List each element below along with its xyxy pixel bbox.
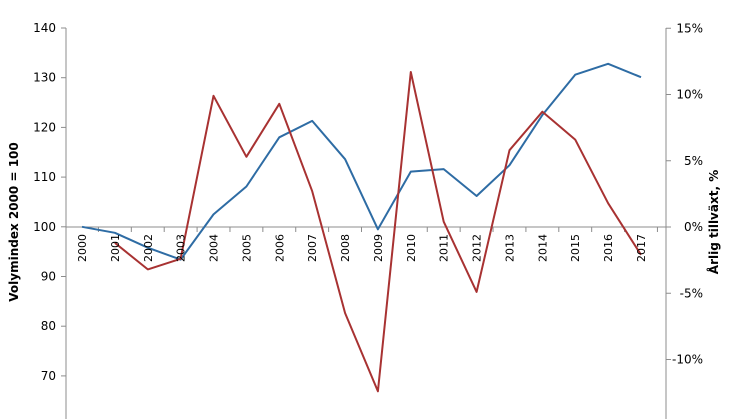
y-tick-left-label: 80 [41,319,56,333]
x-tick-label: 2002 [142,234,155,262]
x-tick-label: 2009 [372,234,385,262]
x-tick-label: 2012 [471,234,484,262]
x-tick-label: 2011 [438,234,451,262]
y-tick-left-label: 100 [33,220,56,234]
y-tick-right-label: 15% [676,21,703,35]
y-tick-left-label: 130 [33,71,56,85]
y-tick-right-label: 5% [684,154,703,168]
series-line-growth [114,71,642,393]
x-tick-label: 2013 [503,234,516,262]
x-tick-label: 2004 [208,234,221,262]
y-tick-left-label: 70 [41,369,56,383]
x-tick-label: 2005 [240,234,253,262]
y-axis-title-right: Årlig tillväxt, % [706,170,721,274]
y-tick-right-label: 10% [676,88,703,102]
labels-layer: 70 80 90 100 110 120 130 140 -10% -5% 0% 5% 10% 15% 20… [33,21,703,383]
y-tick-right-label: -5% [680,286,703,300]
x-tick-label: 2016 [602,234,615,262]
y-tick-right-label: 0% [684,220,703,234]
y-tick-left-label: 90 [41,270,56,284]
x-tick-label: 2017 [635,234,648,262]
y-tick-left-label: 140 [33,21,56,35]
x-tick-label: 2006 [273,234,286,262]
y-tick-left-label: 120 [33,120,56,134]
x-tick-label: 2010 [405,234,418,262]
series-layer [81,62,642,393]
y-tick-right-label: -10% [672,353,703,367]
y-tick-left-label: 110 [33,170,56,184]
x-tick-label: 2008 [339,234,352,262]
x-tick-label: 2007 [306,234,319,262]
series-line-index [81,62,642,261]
x-tick-label: 2000 [76,234,89,262]
x-tick-label: 2015 [569,234,582,262]
x-tick-label: 2014 [536,234,549,262]
x-tick-label: 2003 [175,234,188,262]
y-axis-title-left: Volymindex 2000 = 100 [7,142,21,301]
x-tick-label: 2001 [109,234,122,262]
axes [61,27,671,419]
